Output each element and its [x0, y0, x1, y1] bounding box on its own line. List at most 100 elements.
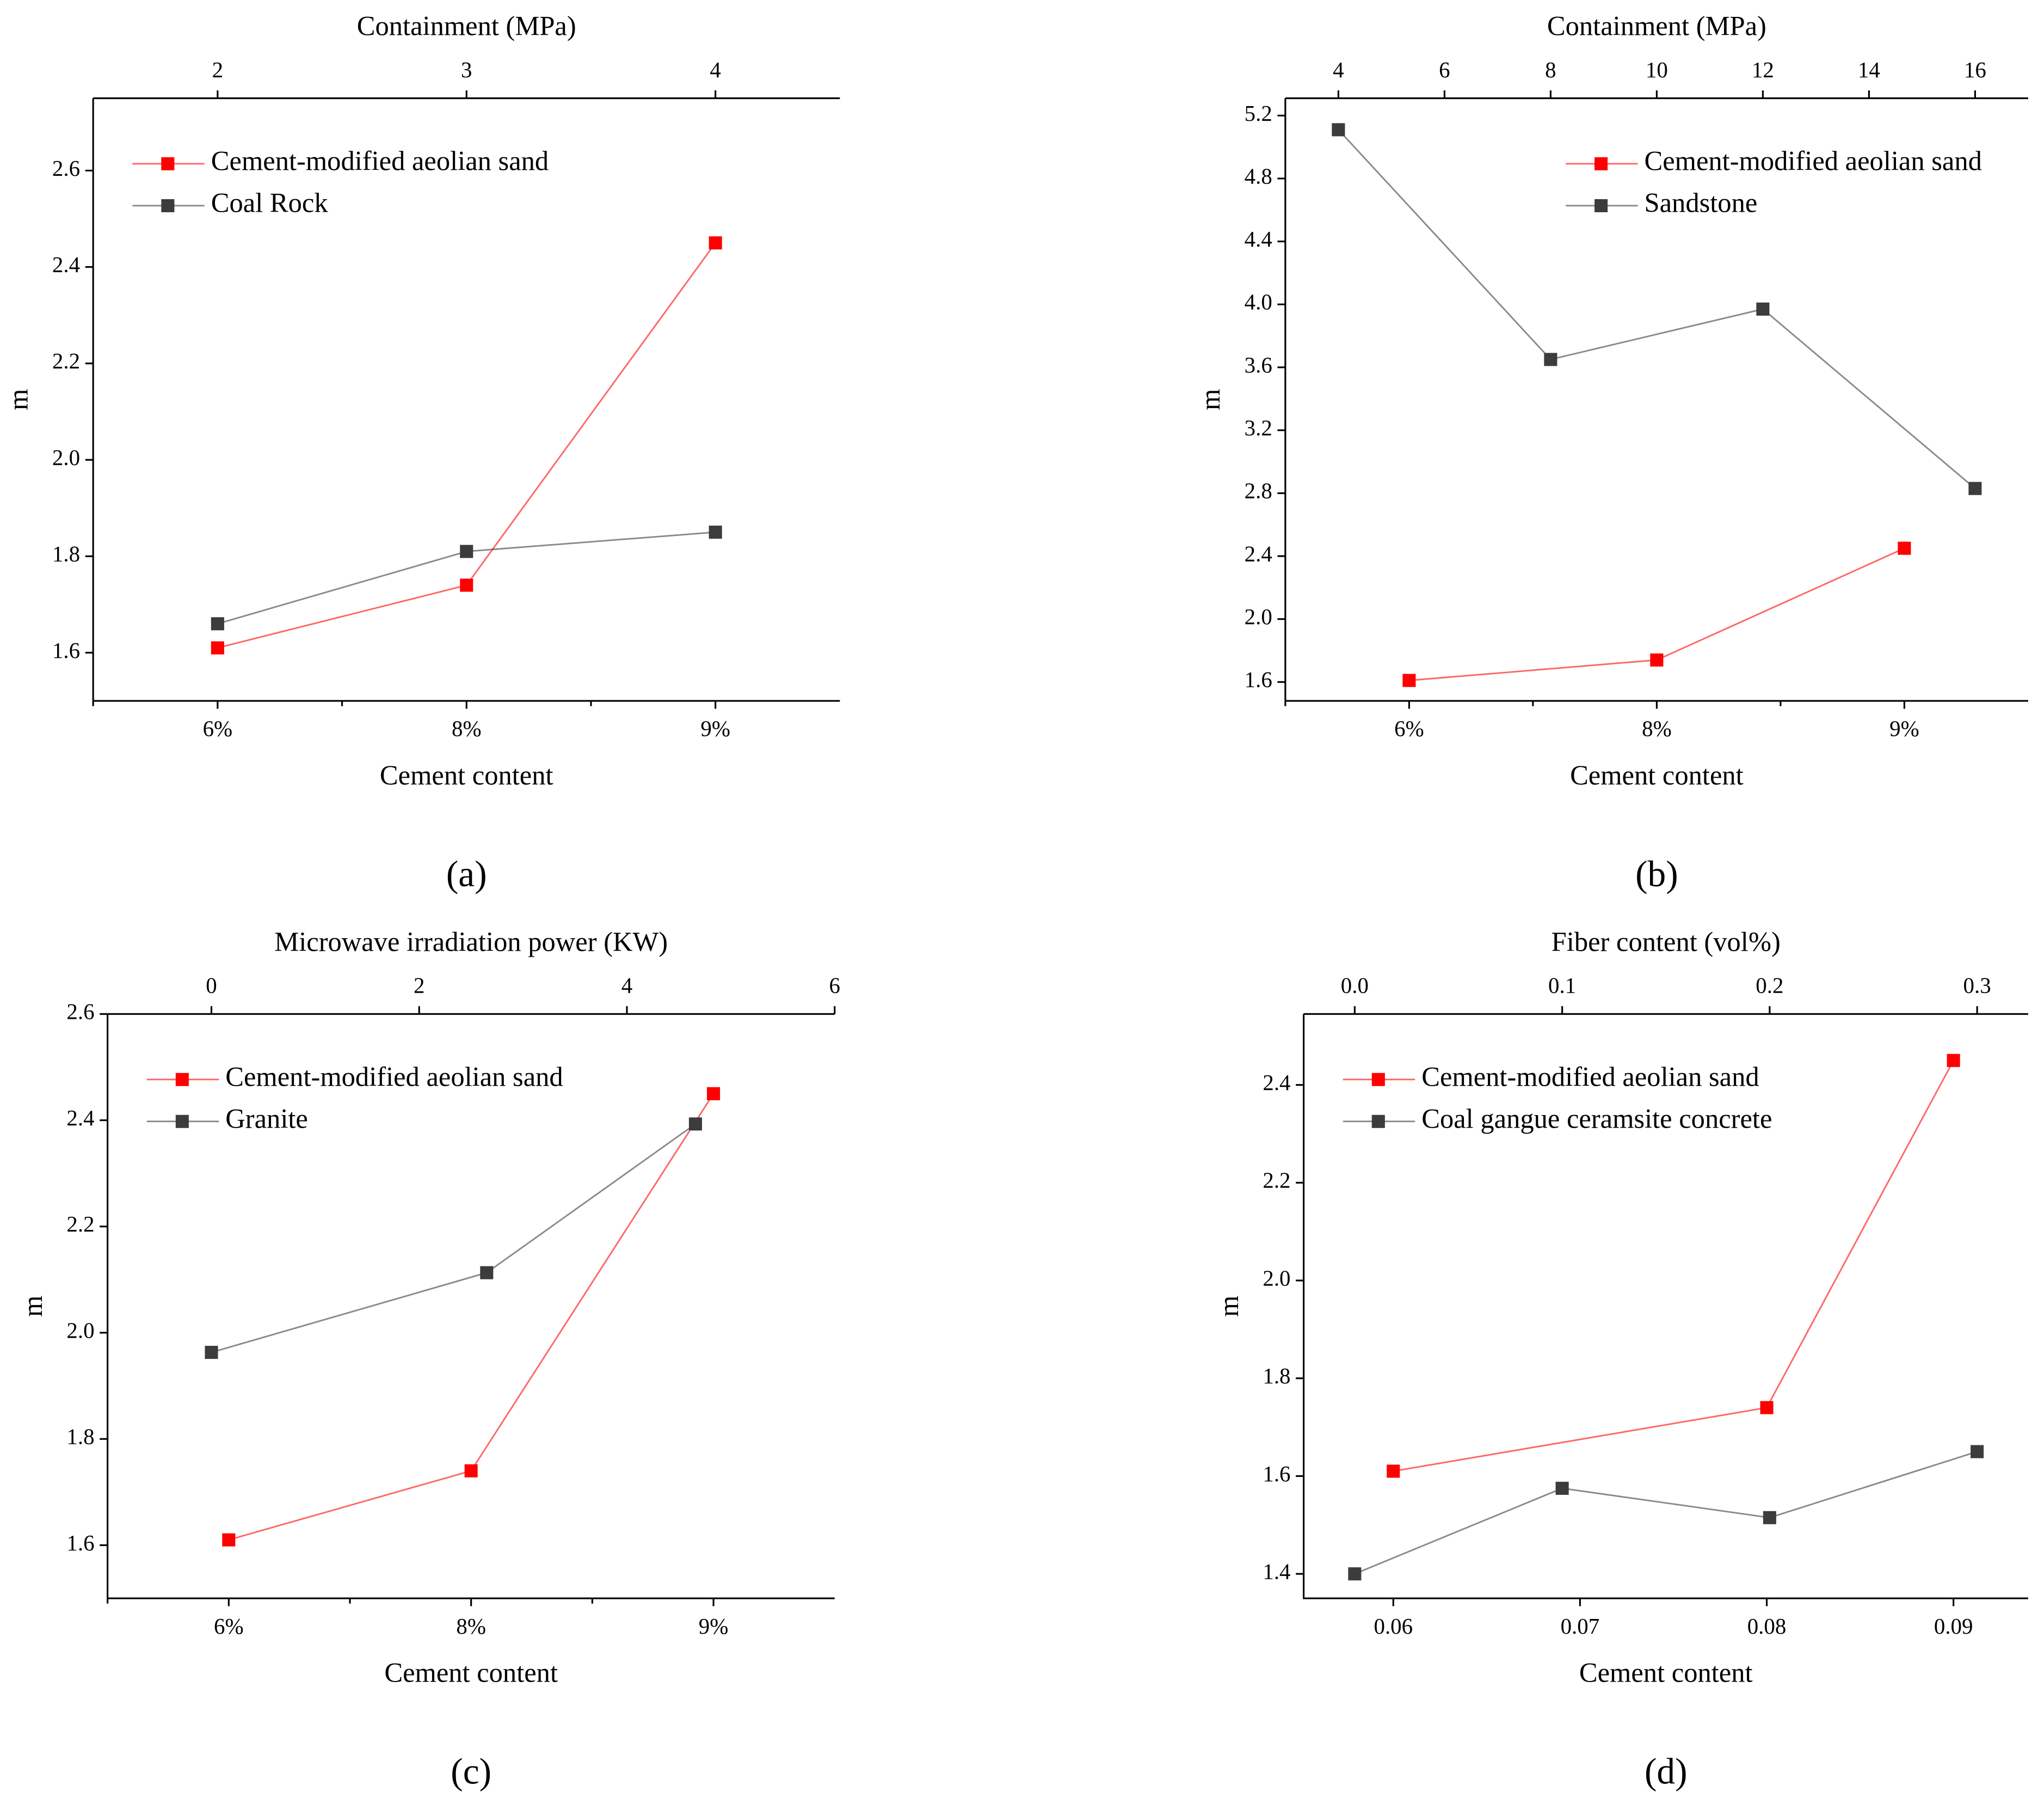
x2-tick-label: 14 [1858, 58, 1880, 82]
x2-axis-title: Fiber content (vol%) [1552, 926, 1781, 957]
x2-tick-label: 4 [710, 58, 721, 82]
x-tick-label: 0.09 [1934, 1614, 1973, 1639]
x-tick-label: 0.06 [1374, 1614, 1413, 1639]
x-tick-label: 6% [1394, 717, 1424, 741]
y-tick-label: 2.0 [1263, 1266, 1290, 1290]
legend-marker [1371, 1115, 1385, 1128]
legend-label: Sandstone [1645, 188, 1758, 218]
x-tick-label: 0.08 [1747, 1614, 1787, 1639]
y-tick-label: 2.4 [66, 1106, 94, 1130]
marker [1555, 1481, 1569, 1495]
x2-tick-label: 6 [1439, 58, 1450, 82]
y-axis-title: m [3, 389, 33, 410]
legend-marker [1371, 1073, 1385, 1086]
marker [1650, 653, 1664, 667]
x2-tick-label: 16 [1964, 58, 1986, 82]
y-tick-label: 2.2 [66, 1212, 94, 1236]
marker [1332, 123, 1345, 137]
axis-lines [1303, 1013, 2028, 1599]
legend-marker [1594, 199, 1608, 212]
y-tick-label: 2.4 [52, 253, 80, 277]
marker [709, 236, 722, 250]
legend-marker [161, 157, 175, 170]
x-axis-title: Cement content [1579, 1658, 1753, 1688]
series-line [1354, 1451, 1978, 1575]
marker [222, 1533, 236, 1547]
marker [1968, 482, 1982, 495]
panel-label: (c) [451, 1751, 491, 1792]
legend-label: Cement-modified aeolian sand [1421, 1061, 1759, 1092]
y-tick-label: 2.0 [66, 1318, 94, 1343]
x2-tick-label: 4 [621, 974, 632, 998]
y-tick-label: 2.2 [1263, 1168, 1290, 1193]
x2-tick-label: 12 [1752, 58, 1774, 82]
x-tick-label: 6% [203, 717, 233, 741]
marker [1402, 674, 1416, 687]
marker [211, 641, 224, 655]
legend-label: Cement-modified aeolian sand [1645, 146, 1982, 176]
y-tick-label: 2.6 [52, 156, 80, 181]
series-line [211, 1123, 696, 1353]
x2-tick-label: 0.1 [1548, 974, 1576, 998]
series-line [1338, 129, 1976, 489]
marker [205, 1346, 218, 1359]
x2-tick-label: 6 [829, 974, 840, 998]
x-tick-label: 8% [1642, 717, 1672, 741]
x-axis-title: Cement content [380, 760, 553, 791]
x-axis-title: Cement content [1570, 760, 1744, 791]
x2-tick-label: 0.2 [1756, 974, 1783, 998]
marker [1544, 353, 1557, 366]
marker [1971, 1445, 1984, 1458]
marker [688, 1117, 703, 1131]
x-axis-title: Cement content [384, 1658, 558, 1688]
panel-label: (a) [446, 853, 487, 894]
y-tick-label: 1.8 [1263, 1364, 1290, 1388]
y-tick-label: 1.6 [1263, 1462, 1290, 1486]
legend-label: Granite [225, 1103, 308, 1134]
legend-label: Coal Rock [211, 188, 329, 218]
y-tick-label: 4.0 [1245, 290, 1272, 315]
axis-lines [92, 97, 840, 702]
x-tick-label: 9% [699, 1614, 729, 1639]
x2-tick-label: 2 [212, 58, 223, 82]
y-tick-label: 2.6 [66, 1000, 94, 1024]
x2-axis-title: Microwave irradiation power (KW) [274, 926, 668, 957]
x2-tick-label: 3 [461, 58, 472, 82]
x-tick-label: 6% [214, 1614, 244, 1639]
y-tick-label: 5.2 [1245, 101, 1272, 126]
x-tick-label: 9% [1889, 717, 1919, 741]
y-tick-label: 2.4 [1245, 541, 1272, 566]
x2-axis-title: Containment (MPa) [357, 11, 576, 41]
marker [1387, 1464, 1400, 1478]
marker [1898, 541, 1911, 555]
x2-tick-label: 0.3 [1963, 974, 1991, 998]
marker [460, 578, 473, 592]
marker [464, 1464, 478, 1477]
y-tick-label: 1.8 [66, 1425, 94, 1449]
y-tick-label: 2.8 [1245, 479, 1272, 503]
y-tick-label: 1.8 [52, 542, 80, 567]
x2-tick-label: 8 [1545, 58, 1556, 82]
y-axis-title: m [1214, 1296, 1244, 1317]
y-tick-label: 4.4 [1245, 227, 1272, 251]
legend-marker [175, 1115, 189, 1128]
legend-marker [175, 1073, 189, 1086]
legend-label: Cement-modified aeolian sand [225, 1061, 563, 1092]
y-tick-label: 3.6 [1245, 353, 1272, 377]
x2-tick-label: 10 [1646, 58, 1668, 82]
marker [1947, 1054, 1960, 1067]
marker [480, 1266, 494, 1279]
legend-label: Cement-modified aeolian sand [211, 146, 549, 176]
marker [709, 525, 722, 539]
legend-label: Coal gangue ceramsite concrete [1421, 1103, 1772, 1134]
y-tick-label: 3.2 [1245, 416, 1272, 440]
y-tick-label: 1.6 [52, 638, 80, 663]
y-axis-title: m [17, 1296, 48, 1317]
x-tick-label: 9% [700, 717, 730, 741]
axis-lines [107, 1013, 835, 1599]
y-tick-label: 2.2 [52, 349, 80, 373]
y-axis-title: m [1195, 389, 1226, 410]
x2-tick-label: 2 [414, 974, 424, 998]
